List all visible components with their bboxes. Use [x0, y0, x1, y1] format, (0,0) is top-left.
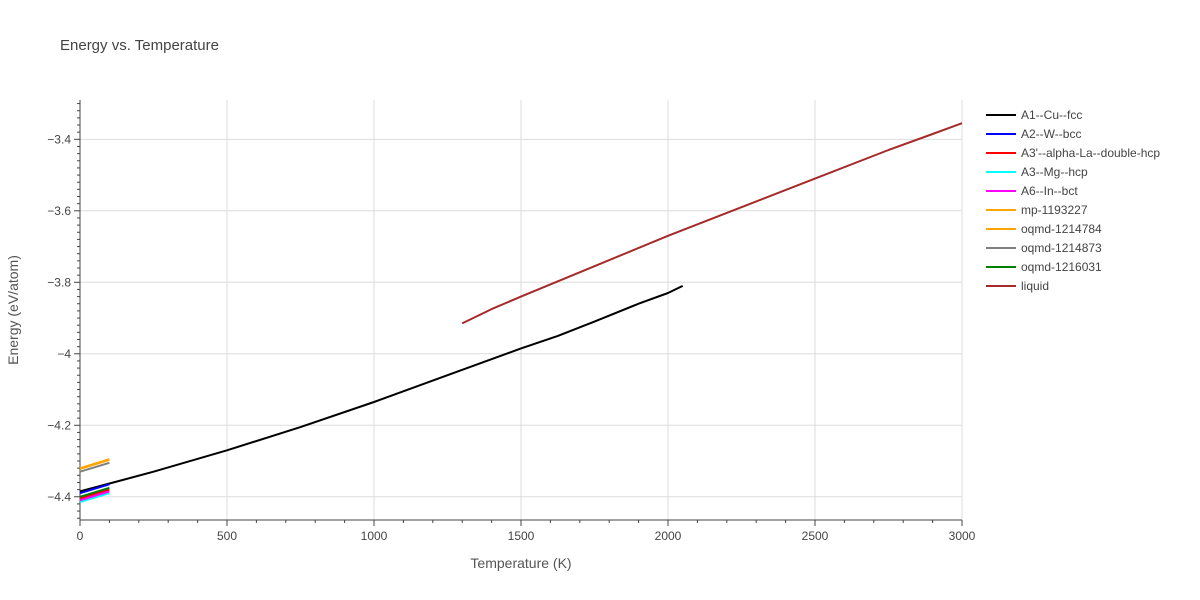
y-tick-label: −4.2	[47, 418, 71, 432]
y-tick-label: −4	[57, 347, 71, 361]
x-axis-ticks: 0 500 1000 1500 2000 2500 3000	[77, 520, 976, 543]
y-tick-label: −3.6	[47, 204, 71, 218]
legend-item[interactable]: A1--Cu--fcc	[986, 108, 1082, 122]
series-line-a6-in-bct	[79, 490, 110, 502]
series-lines	[79, 122, 963, 504]
legend-label: A3'--alpha-La--double-hcp	[1021, 146, 1160, 160]
y-axis-title: Energy (eV/atom)	[5, 255, 21, 365]
legend-item[interactable]: A3'--alpha-La--double-hcp	[986, 146, 1160, 160]
y-tick-label: −3.4	[47, 132, 71, 146]
x-tick-label: 2000	[655, 529, 682, 543]
x-tick-label: 1500	[508, 529, 535, 543]
x-tick-label: 500	[217, 529, 237, 543]
y-tick-label: −3.8	[47, 275, 71, 289]
series-line-a3-mg-hcp	[79, 492, 110, 504]
series-line-a3-alpha-la-double-hcp	[79, 488, 110, 500]
series-line-oqmd-1214873	[79, 461, 110, 473]
legend-item[interactable]: A2--W--bcc	[986, 127, 1081, 141]
x-tick-label: 1000	[361, 529, 388, 543]
x-axis-title: Temperature (K)	[470, 555, 571, 571]
x-tick-label: 3000	[949, 529, 976, 543]
legend-item[interactable]: mp-1193227	[986, 203, 1088, 217]
legend-label: oqmd-1214873	[1021, 241, 1102, 255]
grid-lines	[80, 100, 963, 520]
series-line-a1-cu-fcc	[79, 284, 684, 493]
legend-item[interactable]: oqmd-1216031	[986, 260, 1102, 274]
x-tick-label: 0	[77, 529, 84, 543]
x-tick-label: 2500	[802, 529, 829, 543]
y-axis-ticks: −4.4 −4.2 −4 −3.8 −3.6 −3.4	[47, 103, 80, 519]
legend-item[interactable]: oqmd-1214784	[986, 222, 1102, 236]
legend-item[interactable]: A3--Mg--hcp	[986, 165, 1088, 179]
series-line-oqmd-1214784	[79, 458, 110, 470]
legend-label: A3--Mg--hcp	[1021, 165, 1088, 179]
chart-title: Energy vs. Temperature	[60, 37, 219, 54]
legend-label: oqmd-1216031	[1021, 260, 1102, 274]
legend-item[interactable]: oqmd-1214873	[986, 241, 1102, 255]
legend-item[interactable]: A6--In--bct	[986, 184, 1078, 198]
legend-label: A6--In--bct	[1021, 184, 1078, 198]
series-line-liquid	[461, 122, 963, 325]
legend-label: oqmd-1214784	[1021, 222, 1102, 236]
series-line-oqmd-1216031	[79, 486, 110, 498]
legend-label: A2--W--bcc	[1021, 127, 1081, 141]
legend-label: A1--Cu--fcc	[1021, 108, 1082, 122]
y-tick-label: −4.4	[47, 490, 71, 504]
legend-item[interactable]: liquid	[986, 279, 1049, 293]
legend-label: liquid	[1021, 279, 1049, 293]
legend-label: mp-1193227	[1021, 203, 1088, 217]
series-line-a2-w-bcc	[79, 483, 110, 495]
legend: A1--Cu--fcc A2--W--bcc A3'--alpha-La--doub…	[986, 108, 1160, 293]
